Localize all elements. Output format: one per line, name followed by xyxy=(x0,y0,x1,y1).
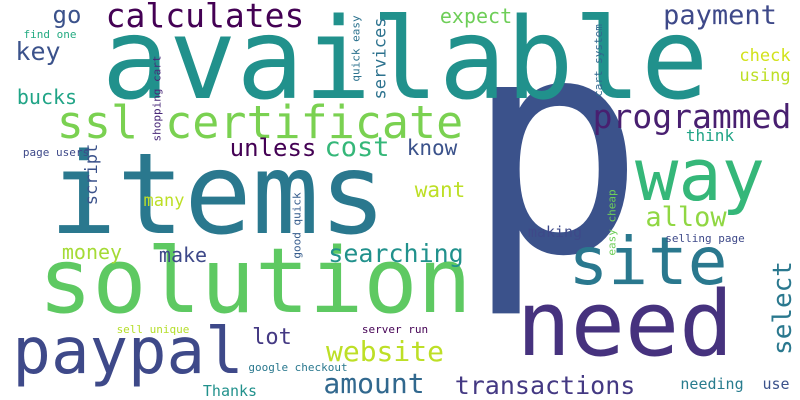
word-ssl-certificate: ssl certificate xyxy=(56,95,464,149)
word-quick-easy: quick easy xyxy=(349,14,363,82)
word-use: use xyxy=(762,374,790,393)
word-cart-system: cart system xyxy=(591,23,605,97)
word-many: many xyxy=(143,190,185,211)
word-searching: searching xyxy=(328,238,464,268)
word-way: way xyxy=(634,133,766,217)
word-amount: amount xyxy=(323,367,425,400)
word-transactions: transactions xyxy=(454,370,636,400)
word-need: need xyxy=(516,272,734,377)
word-bucks: bucks xyxy=(16,85,78,109)
word-p: p xyxy=(464,0,646,322)
word-select: select xyxy=(767,261,798,355)
word-expect: expect xyxy=(439,4,513,28)
word-website: website xyxy=(325,335,444,368)
word-want: want xyxy=(414,177,466,202)
word-paypal: paypal xyxy=(12,315,244,389)
word-making: making xyxy=(527,222,583,241)
word-site: site xyxy=(568,223,728,300)
word-payment: payment xyxy=(663,0,777,31)
word-page-users: page users xyxy=(22,145,90,159)
word-server-run: server run xyxy=(361,322,429,336)
word-google-checkout: google checkout xyxy=(248,360,348,374)
word-key: key xyxy=(15,36,61,66)
word-using: using xyxy=(739,65,791,86)
word-thanks: Thanks xyxy=(202,381,258,400)
word-check: check xyxy=(739,45,791,66)
word-programmed: programmed xyxy=(592,96,792,136)
word-items: items xyxy=(49,130,387,260)
word-know: know xyxy=(406,135,458,160)
word-services: services xyxy=(370,17,391,99)
word-sell-unique: sell unique xyxy=(116,322,190,336)
word-find-one: find one xyxy=(23,27,77,41)
word-cost: cost xyxy=(324,131,390,163)
word-selling-page: selling page xyxy=(665,231,745,245)
word-allow: allow xyxy=(645,201,727,233)
word-shopping-cart: shopping cart xyxy=(150,54,164,142)
word-make: make xyxy=(158,243,208,267)
word-calculates: calculates xyxy=(105,0,305,35)
word-easy-cheap: easy cheap xyxy=(605,188,619,256)
word-lot: lot xyxy=(252,325,292,350)
word-available: available xyxy=(101,0,709,125)
word-money: money xyxy=(61,240,123,264)
word-think: think xyxy=(685,126,735,145)
word-good-quick: good quick xyxy=(290,191,304,259)
word-go: go xyxy=(52,1,82,29)
word-unless: unless xyxy=(229,134,317,162)
word-needing: needing xyxy=(680,374,744,393)
word-solution: solution xyxy=(38,229,472,334)
